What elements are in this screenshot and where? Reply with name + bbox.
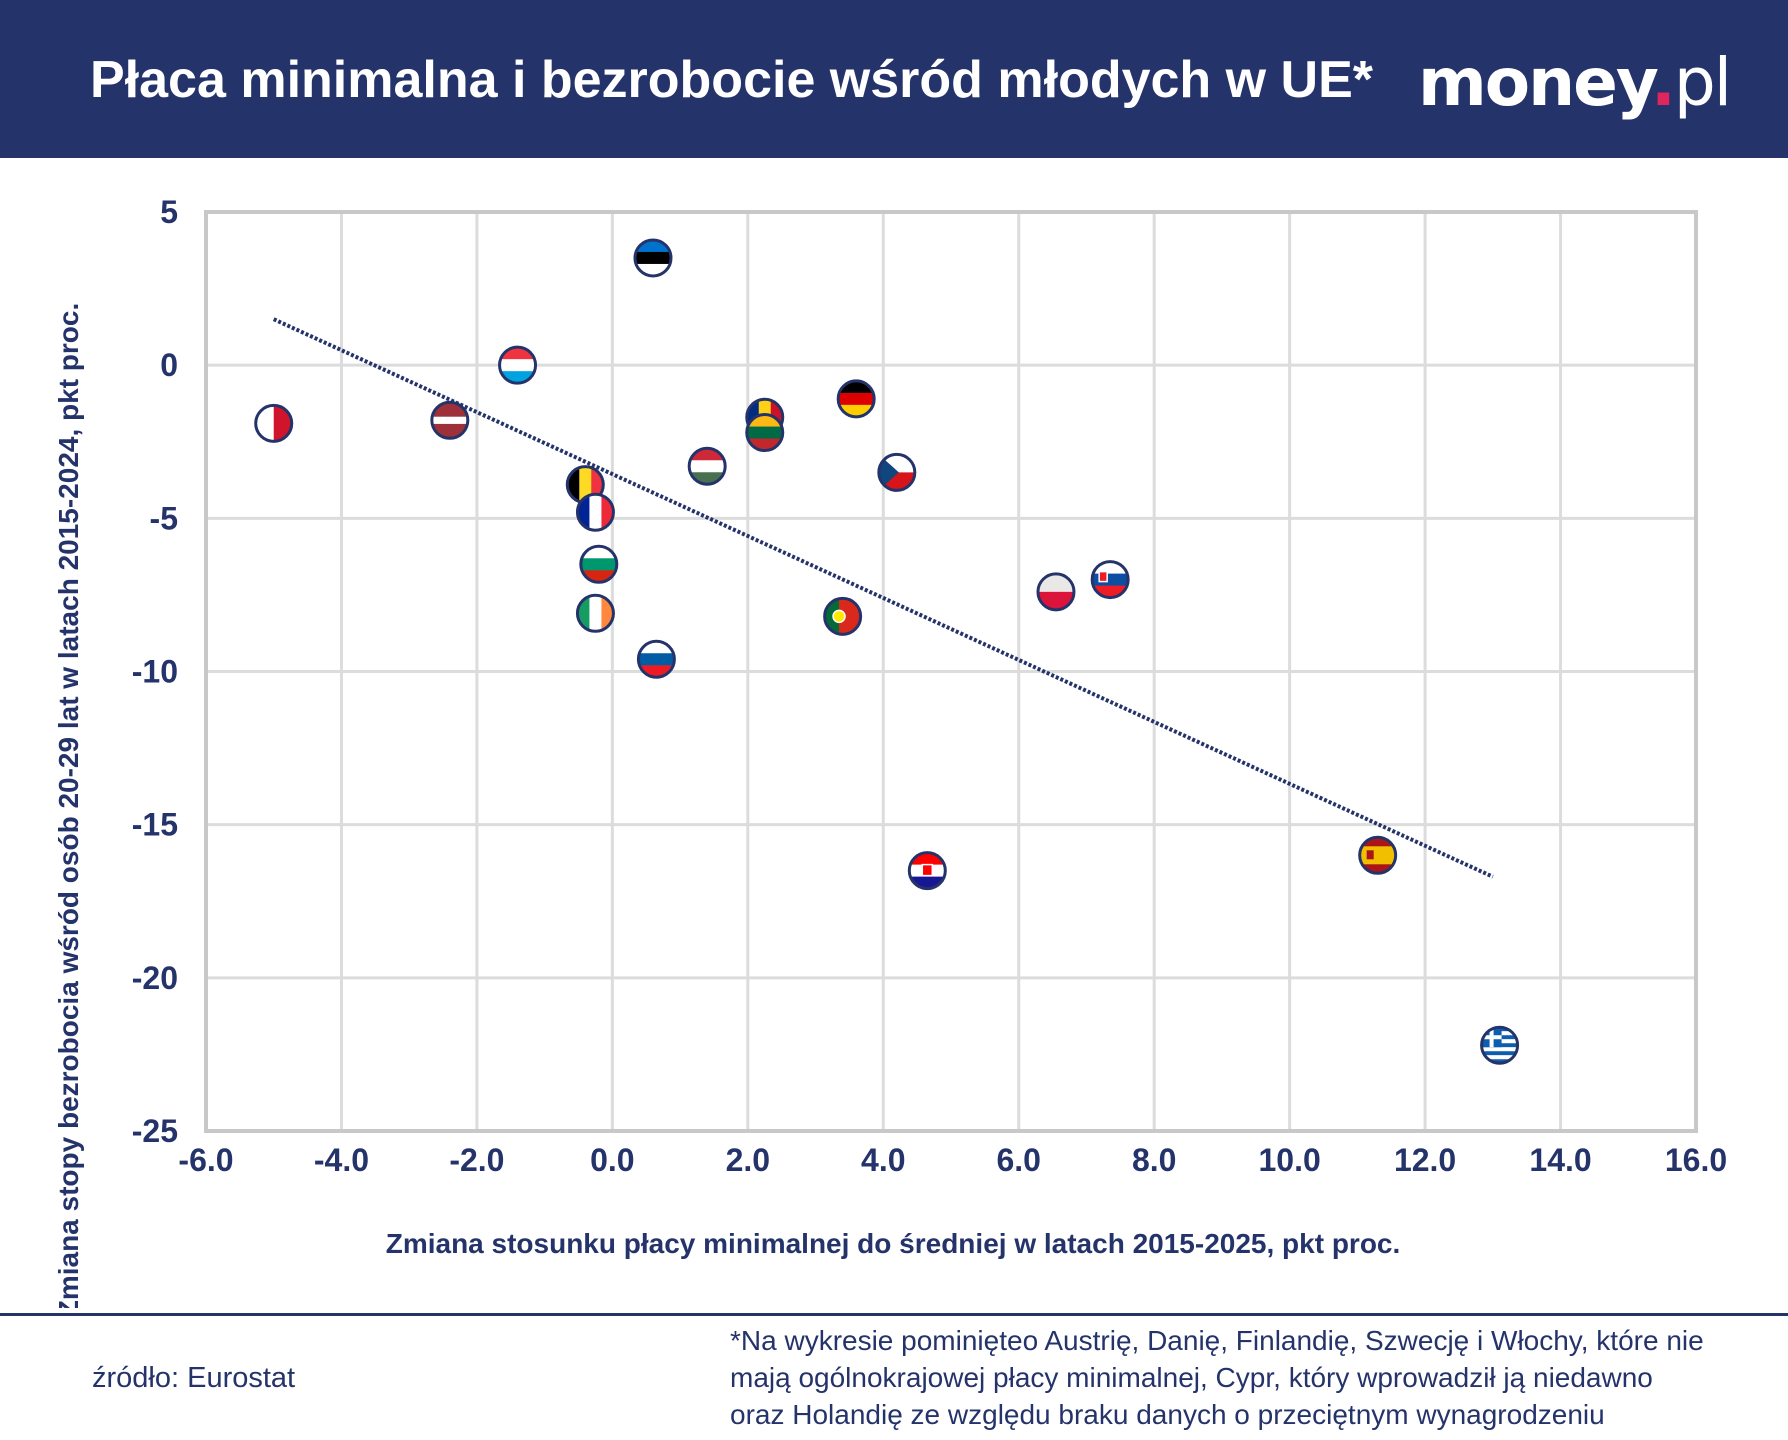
x-tick-label: 4.0 <box>861 1142 905 1178</box>
footer-divider <box>0 1313 1788 1316</box>
logo-tld: pl <box>1673 44 1732 121</box>
y-tick-label: -5 <box>150 500 178 536</box>
data-point-malta <box>254 403 294 443</box>
data-point-latvia <box>430 400 470 440</box>
y-tick-label: 5 <box>160 194 178 230</box>
y-tick-label: -10 <box>132 654 178 690</box>
data-point-lithuania <box>745 413 785 453</box>
data-point-portugal <box>823 596 863 636</box>
page-title: Płaca minimalna i bezrobocie wśród młody… <box>90 51 1374 109</box>
data-point-france <box>575 492 615 532</box>
x-tick-label: 10.0 <box>1258 1142 1320 1178</box>
plot-frame <box>204 210 1698 1133</box>
data-points <box>254 238 1520 1065</box>
y-tick-label: -25 <box>132 1113 178 1149</box>
x-tick-label: 14.0 <box>1529 1142 1591 1178</box>
data-point-poland <box>1036 572 1076 612</box>
trend-line <box>272 317 1494 879</box>
footnote: *Na wykresie pominięteo Austrię, Danię, … <box>730 1322 1770 1433</box>
x-axis-ticks: -6.0 -4.0 -2.0 0.0 2.0 4.0 6.0 8.0 10.0 12.0 14.0 1… <box>178 1142 1727 1178</box>
y-axis-ticks: 5 0 -5 -10 -15 -20 -25 <box>132 194 178 1149</box>
data-point-greece <box>1480 1025 1520 1065</box>
y-tick-label: -15 <box>132 807 178 843</box>
y-tick-label: -20 <box>132 960 178 996</box>
grid <box>204 210 1698 1133</box>
x-tick-label: 6.0 <box>996 1142 1040 1178</box>
data-point-bulgaria <box>579 544 619 584</box>
x-tick-label: 12.0 <box>1394 1142 1456 1178</box>
data-point-germany <box>836 379 876 419</box>
data-point-luxembourg <box>498 345 538 385</box>
data-point-slovakia <box>1090 560 1130 600</box>
data-point-slovenia <box>636 639 676 679</box>
source-note: źródło: Eurostat <box>92 1362 296 1394</box>
data-point-czechia <box>877 452 917 492</box>
footnote-line: mają ogólnokrajowej płacy minimalnej, Cy… <box>730 1362 1653 1393</box>
logo-dot: . <box>1650 44 1676 121</box>
scatter-chart: -6.0 -4.0 -2.0 0.0 2.0 4.0 6.0 8.0 10.0 12.0 14.0 1… <box>53 194 1727 1308</box>
x-tick-label: 2.0 <box>726 1142 770 1178</box>
x-tick-label: -6.0 <box>178 1142 233 1178</box>
logo-main: money <box>1418 44 1653 121</box>
x-tick-label: 16.0 <box>1665 1142 1727 1178</box>
x-axis-label: Zmiana stosunku płacy minimalnej do śred… <box>386 1228 1401 1259</box>
data-point-spain <box>1358 835 1398 875</box>
data-point-croatia <box>907 851 947 891</box>
x-tick-label: 0.0 <box>590 1142 634 1178</box>
data-point-ireland <box>575 593 615 633</box>
x-tick-label: -2.0 <box>449 1142 504 1178</box>
x-tick-label: -4.0 <box>314 1142 369 1178</box>
footnote-line: *Na wykresie pominięteo Austrię, Danię, … <box>730 1325 1704 1356</box>
data-point-estonia <box>633 238 673 278</box>
data-point-hungary <box>687 446 727 486</box>
header-banner: Płaca minimalna i bezrobocie wśród młody… <box>0 0 1788 158</box>
y-axis-label: Zmiana stopy bezrobocia wśród osób 20-29… <box>53 303 84 1308</box>
money-pl-logo: money.pl <box>1418 44 1732 121</box>
footnote-line: oraz Holandię ze względu braku danych o … <box>730 1399 1605 1430</box>
y-tick-label: 0 <box>160 347 178 383</box>
x-tick-label: 8.0 <box>1132 1142 1176 1178</box>
